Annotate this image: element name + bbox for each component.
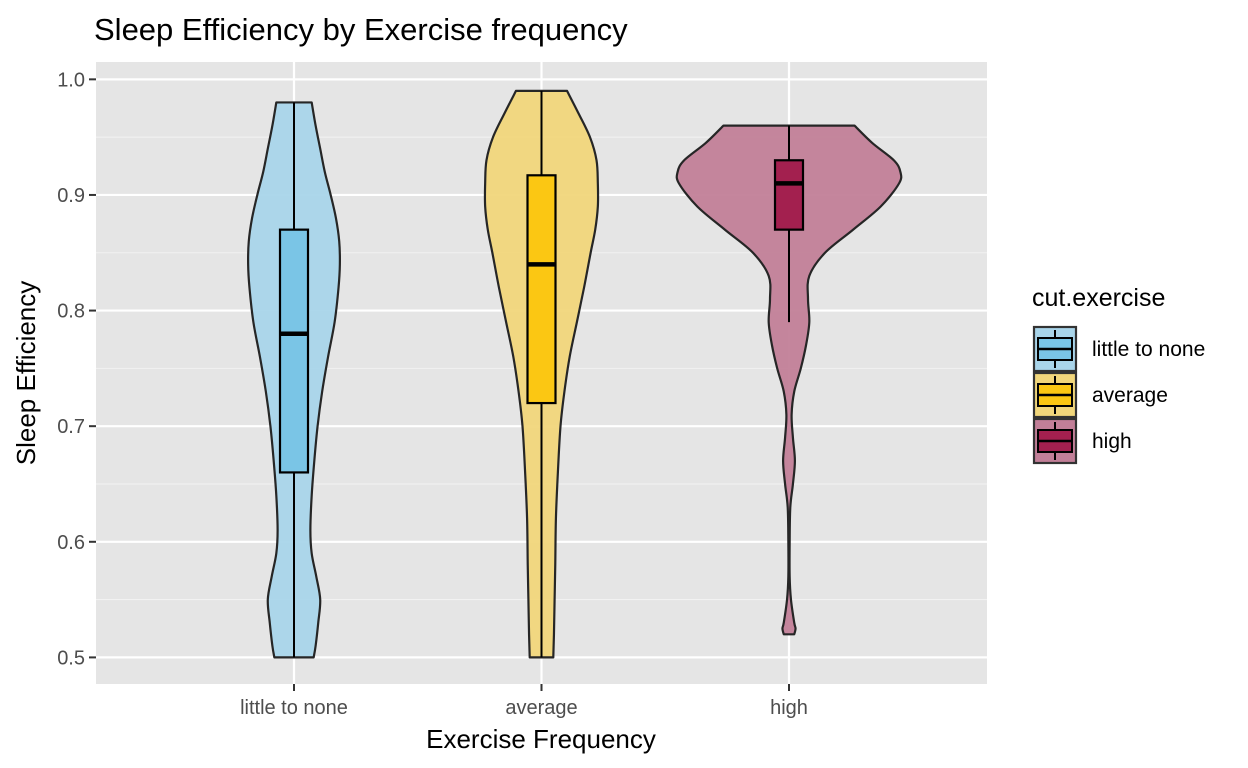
legend-items: little to none average high bbox=[1032, 325, 1205, 465]
y-tick-label: 0.9 bbox=[57, 185, 85, 207]
boxplot-high bbox=[773, 125, 805, 323]
legend-title: cut.exercise bbox=[1032, 284, 1165, 312]
box-iqr bbox=[278, 228, 310, 474]
y-tick-label: 0.6 bbox=[57, 532, 85, 554]
box-iqr bbox=[526, 174, 557, 405]
chart-title: Sleep Efficiency by Exercise frequency bbox=[94, 12, 628, 47]
boxplot-little-to-none bbox=[278, 102, 310, 658]
legend-item-high: high bbox=[1032, 417, 1132, 465]
y-tick-label: 1.0 bbox=[57, 69, 85, 91]
legend-label: average bbox=[1092, 384, 1168, 407]
legend-item-little-to-none: little to none bbox=[1032, 325, 1205, 373]
x-tick-label: little to none bbox=[240, 697, 348, 719]
x-tick-label: average bbox=[505, 697, 577, 719]
x-axis: little to none average high bbox=[240, 684, 808, 719]
x-axis-title: Exercise Frequency bbox=[426, 724, 656, 754]
box-layer bbox=[278, 90, 805, 658]
legend: cut.exercise little to none average high bbox=[1032, 284, 1205, 465]
boxplot-average bbox=[526, 90, 557, 658]
legend-label: little to none bbox=[1092, 338, 1205, 361]
legend-item-average: average bbox=[1032, 371, 1168, 419]
y-tick-label: 0.5 bbox=[57, 647, 85, 669]
y-tick-label: 0.7 bbox=[57, 416, 85, 438]
legend-label: high bbox=[1092, 430, 1132, 453]
x-tick-label: high bbox=[770, 697, 808, 719]
y-tick-label: 0.8 bbox=[57, 301, 85, 323]
violin-high bbox=[675, 124, 903, 636]
y-axis-title: Sleep Efficiency bbox=[11, 281, 41, 466]
y-axis: 0.5 0.6 0.7 0.8 0.9 1.0 bbox=[57, 69, 96, 669]
box-iqr bbox=[773, 159, 805, 231]
